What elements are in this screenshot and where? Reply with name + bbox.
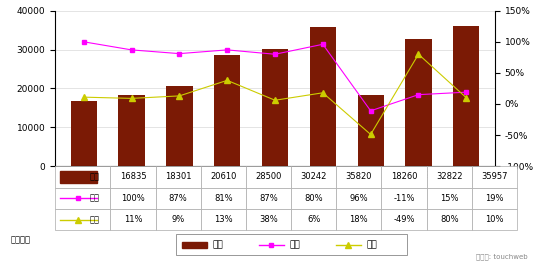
Text: 18%: 18%	[350, 215, 368, 224]
Bar	[55, 188, 111, 209]
Text: 28500: 28500	[255, 172, 282, 181]
Bar	[427, 188, 472, 209]
Bar	[111, 166, 156, 188]
Text: 营收: 营收	[212, 240, 223, 249]
Bar	[59, 171, 97, 183]
Bar	[214, 55, 240, 166]
Text: 35957: 35957	[481, 172, 508, 181]
Text: 环比: 环比	[90, 215, 100, 224]
Bar	[453, 27, 480, 166]
Bar	[111, 188, 156, 209]
Text: -11%: -11%	[393, 194, 415, 203]
Text: 同比: 同比	[90, 194, 100, 203]
Text: 19%: 19%	[485, 194, 504, 203]
Bar	[246, 166, 291, 188]
Bar	[118, 95, 145, 166]
Text: 87%: 87%	[259, 194, 278, 203]
Text: 100%: 100%	[121, 194, 145, 203]
Bar	[427, 209, 472, 230]
Bar	[166, 86, 192, 166]
Text: 6%: 6%	[307, 215, 321, 224]
Text: 35820: 35820	[345, 172, 372, 181]
Text: -49%: -49%	[393, 215, 415, 224]
Bar	[336, 209, 382, 230]
Bar	[246, 209, 291, 230]
Bar	[472, 166, 517, 188]
Text: 环比: 环比	[366, 240, 377, 249]
Bar	[246, 188, 291, 209]
Text: 87%: 87%	[169, 194, 188, 203]
Bar	[156, 188, 201, 209]
Text: 80%: 80%	[440, 215, 459, 224]
Text: 80%: 80%	[304, 194, 323, 203]
Bar	[291, 166, 336, 188]
Text: 营收: 营收	[90, 172, 100, 181]
Bar	[291, 188, 336, 209]
Bar	[405, 39, 432, 166]
Bar	[472, 188, 517, 209]
Text: 同比: 同比	[289, 240, 300, 249]
Bar	[427, 166, 472, 188]
Bar	[201, 209, 246, 230]
Bar	[55, 209, 111, 230]
Text: 10%: 10%	[485, 215, 504, 224]
Text: 9%: 9%	[172, 215, 185, 224]
Bar	[382, 166, 427, 188]
Bar	[55, 166, 111, 188]
Bar	[262, 49, 288, 166]
Bar	[70, 101, 97, 166]
Text: 81%: 81%	[214, 194, 233, 203]
Text: 11%: 11%	[124, 215, 142, 224]
Bar	[472, 209, 517, 230]
Text: 15%: 15%	[440, 194, 459, 203]
Bar	[176, 234, 407, 255]
Text: 38%: 38%	[259, 215, 278, 224]
Text: （万元）: （万元）	[11, 235, 31, 244]
Bar	[201, 188, 246, 209]
Text: 30242: 30242	[300, 172, 327, 181]
Text: 18301: 18301	[165, 172, 191, 181]
Bar	[336, 188, 382, 209]
Text: 微信号: touchweb: 微信号: touchweb	[476, 254, 528, 260]
Bar	[291, 209, 336, 230]
Bar	[310, 27, 336, 166]
Text: 96%: 96%	[350, 194, 368, 203]
Text: 16835: 16835	[120, 172, 146, 181]
Text: 20610: 20610	[210, 172, 236, 181]
Bar	[156, 166, 201, 188]
Bar	[156, 209, 201, 230]
Bar	[201, 166, 246, 188]
Bar	[382, 188, 427, 209]
Bar	[358, 95, 384, 166]
Bar	[382, 209, 427, 230]
Bar	[182, 241, 207, 248]
Text: 32822: 32822	[436, 172, 463, 181]
Bar	[111, 209, 156, 230]
Text: 18260: 18260	[391, 172, 417, 181]
Bar	[336, 166, 382, 188]
Text: 13%: 13%	[214, 215, 233, 224]
